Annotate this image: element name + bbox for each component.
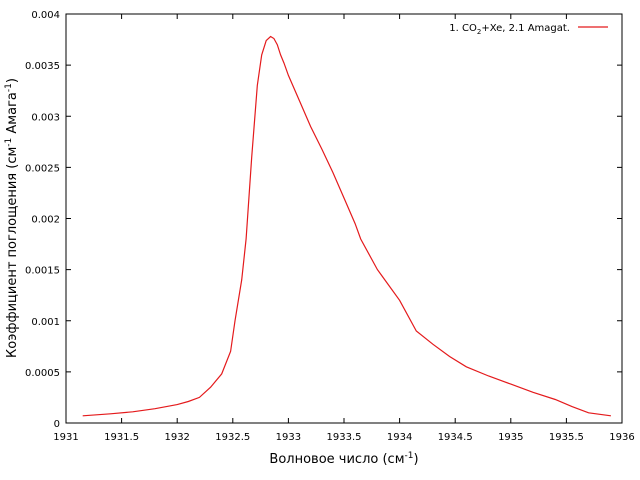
legend-text-end: +Xe, 2.1 Amagat. [481,23,570,34]
plot-frame [65,13,623,424]
x-axis: 1931 1931.5 1932 1932.5 1933 1933.5 1934 1934.5… [53,14,635,443]
y-label-end: ) [5,78,20,83]
x-label-end: ) [413,452,418,467]
x-tick-label: 1933 [276,432,301,443]
x-tick-label: 1931 [53,432,78,443]
y-tick-label: 0.0025 [25,163,60,174]
legend-label: 1. CO2+Xe, 2.1 Amagat. [449,23,570,36]
y-label-superscript: -1 [4,138,14,147]
y-tick-label: 0.0005 [25,368,60,379]
x-label-superscript: -1 [405,451,414,461]
x-tick-label: 1931.5 [104,432,139,443]
x-tick-label: 1932.5 [215,432,250,443]
y-axis-label: Коэффициент поглощения (см-1 Амага-1) [4,78,20,358]
x-tick-label: 1934 [387,432,412,443]
x-axis-label: Волновое число (см-1) [269,451,418,467]
y-tick-label: 0.004 [31,10,60,21]
y-tick-label: 0.002 [31,215,60,226]
legend: 1. CO2+Xe, 2.1 Amagat. [449,23,608,36]
y-tick-label: 0.001 [31,317,60,328]
x-tick-label: 1934.5 [438,432,473,443]
y-tick-label: 0 [54,419,60,430]
y-label-superscript-2: -1 [4,83,14,92]
x-tick-label: 1936 [609,432,634,443]
series-line-co2-xe [82,35,611,417]
legend-text: 1. CO [449,23,477,34]
y-tick-label: 0.003 [31,112,60,123]
x-tick-label: 1935.5 [549,432,584,443]
legend-subscript: 2 [477,28,481,36]
x-tick-label: 1932 [164,432,189,443]
x-tick-label: 1933.5 [327,432,362,443]
y-tick-label: 0.0035 [25,61,60,72]
x-tick-label: 1935 [498,432,523,443]
x-label-text: Волновое число (см [269,452,404,467]
y-tick-label: 0.0015 [25,266,60,277]
y-label-text-mid: Амага [5,92,20,138]
y-label-text: Коэффициент поглощения (см [5,147,20,358]
y-axis: 0 0.0005 0.001 0.0015 0.002 0.0025 0.003 0.0035… [25,10,622,430]
